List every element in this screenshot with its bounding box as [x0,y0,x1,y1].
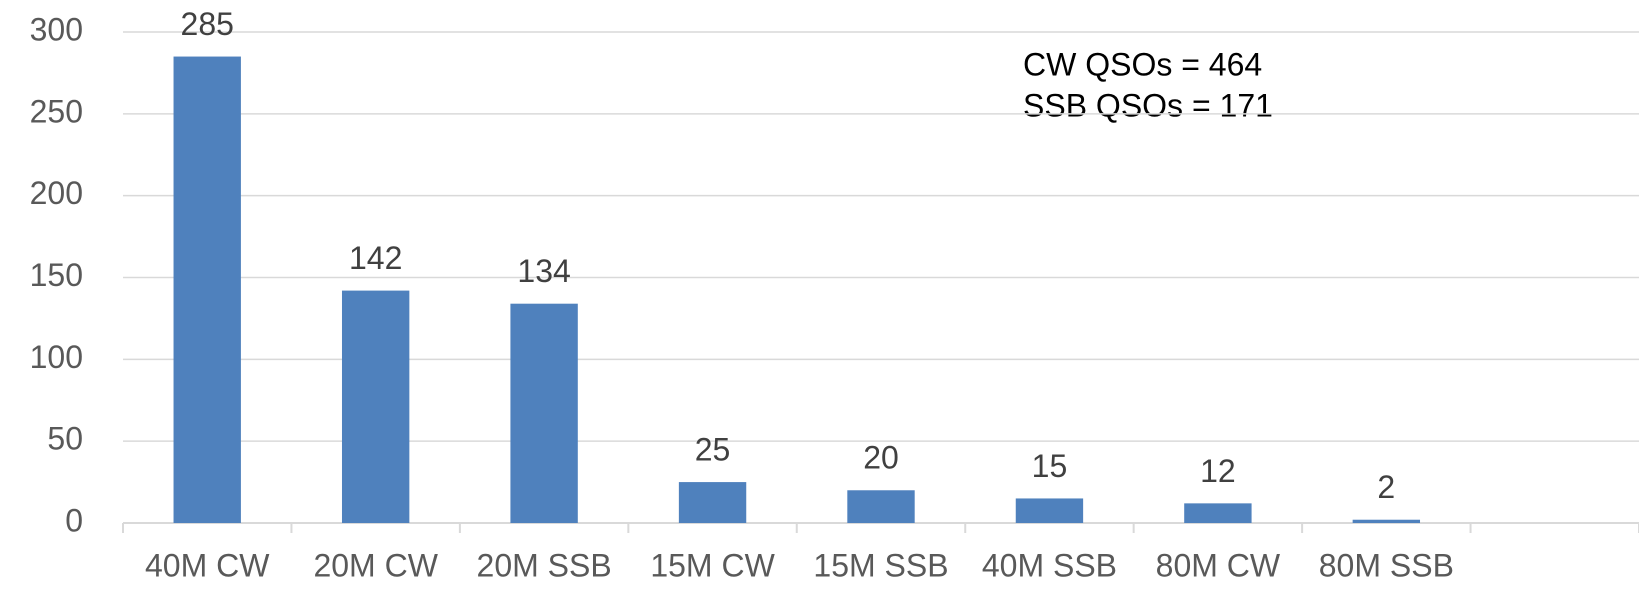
data-label: 134 [517,253,570,289]
y-tick-label: 200 [30,175,83,211]
data-label: 25 [695,432,731,468]
annotation: SSB QSOs = 171 [1023,87,1273,123]
annotation: CW QSOs = 464 [1023,46,1262,82]
y-tick-label: 150 [30,257,83,293]
bar [847,490,915,523]
data-label: 285 [181,6,234,42]
x-tick-label: 40M SSB [982,547,1117,583]
data-label: 20 [863,440,899,476]
bar [341,290,410,523]
data-label: 15 [1032,448,1068,484]
bar [678,482,747,523]
y-tick-label: 100 [30,339,83,375]
x-tick-label: 80M CW [1156,547,1281,583]
bar [1184,503,1252,523]
y-tick-label: 300 [30,11,83,47]
bar [173,56,241,524]
x-tick-label: 15M CW [650,547,775,583]
data-label: 2 [1377,469,1395,505]
bar [1352,519,1421,523]
y-tick-label: 0 [65,502,83,538]
bar [510,303,578,523]
data-label: 12 [1200,453,1236,489]
y-tick-label: 50 [47,421,83,457]
data-label: 142 [349,240,402,276]
bar [1015,498,1084,523]
x-tick-label: 20M CW [313,547,438,583]
x-tick-label: 20M SSB [477,547,612,583]
x-tick-label: 15M SSB [813,547,948,583]
x-tick-label: 80M SSB [1319,547,1454,583]
x-tick-label: 40M CW [145,547,270,583]
y-tick-label: 250 [30,93,83,129]
